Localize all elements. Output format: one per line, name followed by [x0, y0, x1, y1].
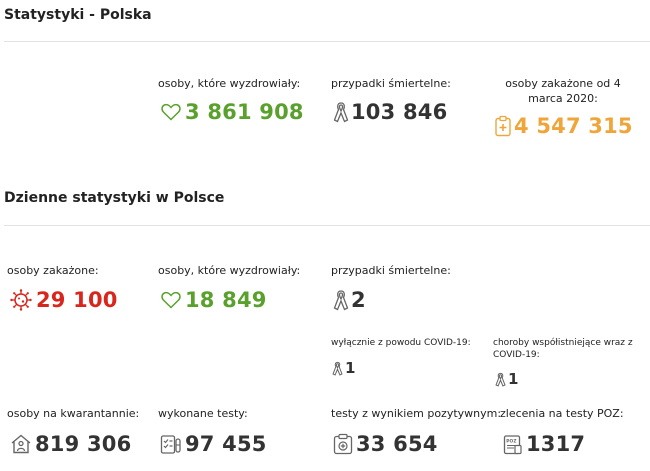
svg-text:POZ: POZ [506, 439, 517, 445]
section-title-daily: Dzienne statystyki w Polsce [4, 190, 225, 206]
house-person-icon [10, 434, 32, 454]
total-recovered-value: 3 861 908 [185, 100, 304, 124]
quarantine-value: 819 306 [35, 432, 132, 456]
positive-tests-label: testy z wynikiem pozytywnym: [331, 407, 502, 420]
daily-deaths-label: przypadki śmiertelne: [331, 264, 451, 277]
deaths-comorbidities-stat: 1 [495, 370, 518, 388]
section-title-total: Statystyki - Polska [4, 7, 152, 23]
total-infected-stat: 4 547 315 [494, 114, 633, 138]
daily-infected-stat: 29 100 [10, 288, 118, 312]
ribbon-icon [333, 101, 349, 123]
positive-test-icon [333, 433, 353, 455]
positive-tests-value: 33 654 [356, 432, 438, 456]
daily-recovered-stat: 18 849 [161, 288, 267, 312]
tests-stat: 97 455 [160, 432, 267, 456]
deaths-comorbidities-label: choroby współistniejące wraz z COVID-19: [493, 338, 633, 360]
test-checklist-icon [160, 433, 182, 455]
daily-deaths-value: 2 [351, 288, 366, 312]
quarantine-stat: 819 306 [10, 432, 131, 456]
divider [4, 225, 650, 226]
daily-infected-label: osoby zakażone: [7, 264, 99, 277]
positive-tests-stat: 33 654 [333, 432, 438, 456]
total-deaths-value: 103 846 [351, 100, 448, 124]
daily-recovered-value: 18 849 [185, 288, 267, 312]
total-infected-value: 4 547 315 [514, 114, 633, 138]
poz-orders-stat: POZ 1317 [503, 432, 585, 456]
deaths-covid-only-label: wyłącznie z powodu COVID-19: [331, 338, 471, 348]
ribbon-icon [332, 361, 343, 376]
virus-icon [10, 289, 32, 311]
deaths-covid-only-stat: 1 [332, 359, 355, 377]
deaths-comorbidities-value: 1 [508, 370, 519, 388]
heart-icon [161, 291, 181, 309]
total-recovered-stat: 3 861 908 [161, 100, 304, 124]
tests-label: wykonane testy: [158, 407, 248, 420]
daily-recovered-label: osoby, które wyzdrowiały: [158, 264, 301, 277]
total-infected-label: osoby zakażone od 4 marca 2020: [505, 77, 621, 105]
poz-orders-label: zlecenia na testy POZ: [500, 407, 624, 420]
daily-deaths-stat: 2 [333, 288, 366, 312]
ribbon-icon [333, 289, 349, 311]
total-deaths-label: przypadki śmiertelne: [331, 77, 451, 90]
deaths-covid-only-value: 1 [345, 359, 356, 377]
total-deaths-stat: 103 846 [333, 100, 447, 124]
total-recovered-label: osoby, które wyzdrowiały: [158, 77, 301, 90]
divider [4, 41, 650, 42]
tests-value: 97 455 [185, 432, 267, 456]
poz-orders-value: 1317 [526, 432, 586, 456]
ribbon-icon [495, 372, 506, 387]
quarantine-label: osoby na kwarantannie: [7, 407, 140, 420]
heart-icon [161, 103, 181, 121]
clipboard-medical-icon [494, 115, 512, 137]
daily-infected-value: 29 100 [36, 288, 118, 312]
poz-clipboard-icon: POZ [503, 433, 523, 455]
